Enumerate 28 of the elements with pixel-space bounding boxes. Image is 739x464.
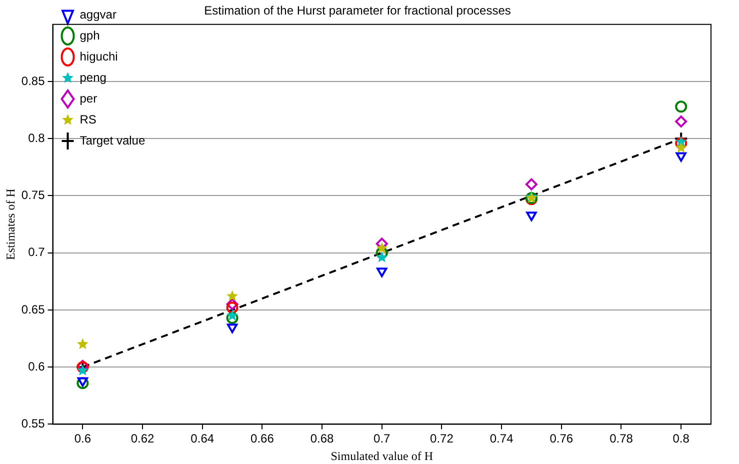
x-tick-label: 0.7 [374, 432, 391, 446]
y-tick-label: 0.55 [21, 416, 46, 431]
x-tick-label: 0.68 [310, 432, 334, 446]
y-tick-label: 0.7 [28, 245, 46, 260]
x-tick-label: 0.72 [430, 432, 454, 446]
legend-label: gph [80, 28, 100, 42]
x-tick-label: 0.62 [130, 432, 155, 446]
legend-label: aggvar [80, 7, 116, 22]
legend-label: Target value [80, 133, 146, 148]
legend-label: peng [80, 70, 106, 84]
x-tick-label: 0.78 [610, 432, 634, 446]
x-tick-label: 0.6 [74, 432, 92, 446]
y-tick-label: 0.65 [21, 302, 46, 316]
chart-title: Estimation of the Hurst parameter for fractional processes [204, 4, 511, 18]
y-tick-label: 0.6 [28, 359, 46, 374]
x-tick-label: 0.66 [250, 432, 274, 446]
y-axis-title: Estimates of H [3, 188, 18, 260]
y-tick-label: 0.8 [28, 130, 46, 145]
y-tick-label: 0.75 [21, 188, 46, 202]
x-tick-label: 0.64 [190, 432, 214, 446]
y-tick-label: 0.85 [21, 74, 46, 88]
legend-label: higuchi [80, 49, 118, 64]
x-axis-title: Simulated value of H [330, 448, 434, 463]
x-tick-label: 0.74 [490, 432, 514, 446]
x-tick-label: 0.8 [672, 432, 690, 446]
legend-label: RS [80, 112, 96, 126]
x-tick-label: 0.76 [550, 432, 574, 446]
legend-label: per [80, 91, 98, 106]
